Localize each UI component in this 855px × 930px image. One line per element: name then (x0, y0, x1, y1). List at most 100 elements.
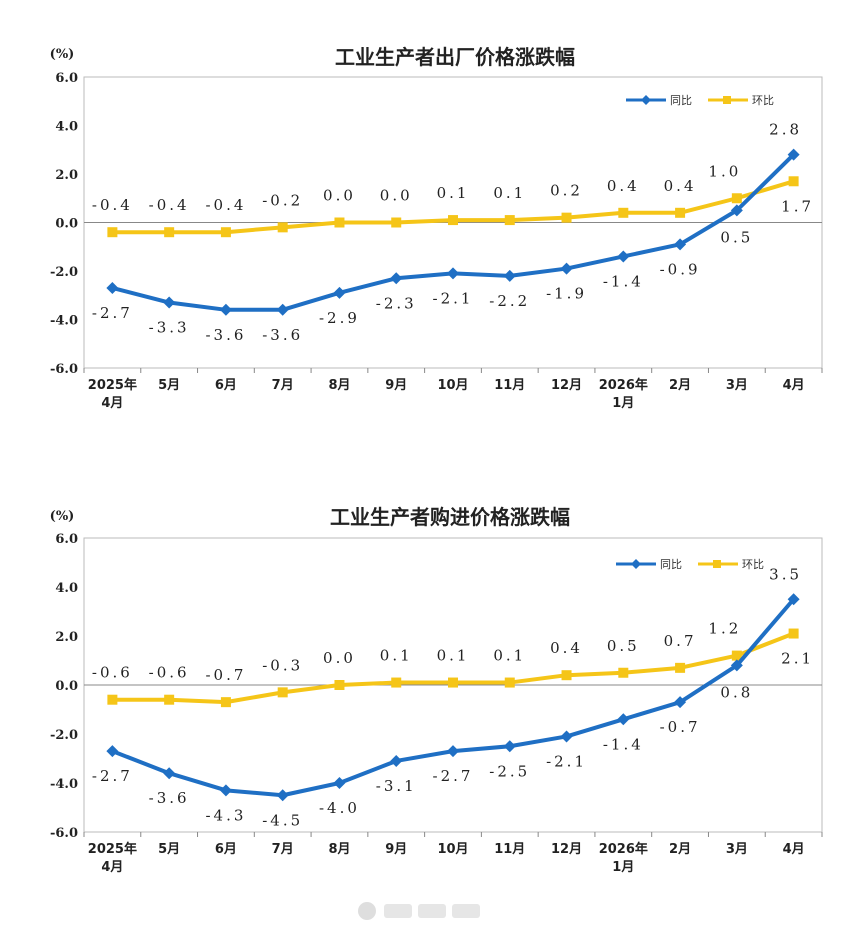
x-tick-label: 6月 (215, 842, 237, 857)
data-point-mom (334, 217, 345, 228)
data-label-mom: -0.6 (149, 664, 190, 682)
data-point-yoy (447, 267, 459, 280)
data-label-yoy: -4.3 (205, 806, 246, 824)
data-label-mom: -0.4 (205, 196, 246, 214)
data-point-yoy (447, 745, 459, 758)
x-tick-label: 10月 (437, 378, 468, 393)
data-label-mom: 0.5 (607, 637, 640, 655)
data-label-mom: 0.1 (493, 184, 526, 202)
data-point-yoy (390, 272, 403, 285)
data-point-mom (334, 680, 345, 690)
x-tick-label: 9月 (385, 378, 407, 393)
x-tick-label: 5月 (158, 378, 180, 393)
data-point-mom (164, 694, 175, 705)
data-label-mom: -0.7 (205, 666, 246, 684)
data-label-mom: 0.1 (493, 647, 526, 665)
data-point-yoy (674, 238, 687, 251)
legend-label-mom: 环比 (742, 558, 764, 571)
data-point-yoy (560, 262, 573, 275)
legend: 同比 环比 (626, 94, 774, 107)
data-label-yoy: -2.3 (376, 294, 417, 312)
data-label-yoy: -2.1 (433, 289, 474, 307)
data-point-yoy (333, 777, 346, 789)
data-point-yoy (163, 767, 176, 780)
x-tick-label: 3月 (726, 378, 748, 393)
x-tick-label: 6月 (215, 378, 237, 393)
data-label-yoy: 0.8 (720, 683, 753, 701)
data-label-mom: -0.2 (262, 191, 303, 209)
x-tick-label: 2026年 1月 (599, 841, 648, 875)
data-label-mom: 0.2 (550, 182, 583, 200)
data-point-yoy (503, 740, 516, 753)
watermark-mark (418, 904, 446, 918)
data-label-mom: 0.1 (437, 647, 470, 665)
data-label-yoy: -0.9 (660, 260, 701, 278)
data-label-mom: 0.0 (323, 187, 356, 205)
data-point-mom (164, 227, 175, 238)
x-tick-label: 2026年 1月 (599, 377, 648, 411)
x-tick-label: 10月 (437, 842, 468, 857)
chart-output-price: 工业生产者出厂价格涨跌幅 (%) 6.0 4.0 2.0 0.0 -2.0 -4.0 -6.0 2… (0, 0, 855, 460)
y-tick-label: -6.0 (50, 826, 78, 841)
data-point-mom (731, 650, 742, 661)
x-tick-label: 2月 (669, 842, 691, 857)
data-point-yoy (787, 593, 800, 606)
data-point-mom (675, 662, 686, 673)
chart-title: 工业生产者购进价格涨跌幅 (330, 505, 570, 529)
data-label-yoy: 0.5 (720, 228, 753, 246)
data-label-yoy: -2.7 (92, 767, 133, 785)
data-label-mom: -0.6 (92, 664, 133, 682)
data-point-yoy (219, 784, 232, 797)
data-label-yoy: -1.4 (603, 272, 644, 290)
y-tick-label: 0.0 (55, 217, 78, 232)
legend-marker-mom (713, 560, 721, 568)
data-label-yoy: -3.3 (149, 319, 190, 337)
legend-marker-yoy (641, 95, 651, 105)
data-label-yoy: -2.7 (433, 767, 474, 785)
watermark-logo-icon (358, 902, 376, 920)
data-label-mom: 0.4 (607, 177, 640, 195)
data-label-mom: -0.4 (149, 196, 190, 214)
chart-title: 工业生产者出厂价格涨跌幅 (335, 45, 575, 69)
data-point-mom (391, 677, 402, 688)
data-label-yoy: -3.6 (205, 326, 246, 344)
data-point-mom (675, 207, 686, 218)
legend: 同比 环比 (616, 558, 764, 571)
x-tick-label: 3月 (726, 842, 748, 857)
data-point-yoy (674, 696, 687, 709)
chart-purchase-price: 工业生产者购进价格涨跌幅 (%) 6.0 4.0 2.0 0.0 -2.0 -4.0 -6.0 2… (0, 462, 855, 902)
data-point-yoy (730, 659, 743, 672)
data-label-mom: 0.0 (380, 187, 413, 205)
watermark-mark (452, 904, 480, 918)
data-label-mom: 0.7 (664, 632, 697, 650)
data-point-mom (220, 697, 231, 708)
data-point-yoy (787, 148, 800, 161)
y-tick-label: -6.0 (50, 362, 78, 377)
x-tick-label: 12月 (551, 842, 582, 857)
series-line-yoy (110, 597, 796, 798)
x-tick-label: 8月 (328, 842, 350, 857)
y-tick-label: 6.0 (55, 71, 78, 86)
watermark (358, 900, 508, 922)
y-tick-label: 4.0 (55, 581, 78, 596)
x-tick-label: 7月 (272, 378, 294, 393)
data-label-mom: 0.1 (380, 647, 413, 665)
y-tick-label: 6.0 (55, 532, 78, 547)
data-label-mom: 1.2 (708, 620, 741, 638)
data-point-mom (391, 217, 402, 228)
data-point-yoy (503, 269, 516, 282)
legend-marker-mom (723, 96, 731, 104)
y-tick-label: 2.0 (55, 630, 78, 645)
data-point-mom (277, 222, 288, 233)
data-label-yoy: -4.5 (262, 811, 303, 829)
data-point-mom (448, 677, 458, 688)
data-point-mom (504, 215, 515, 226)
x-tick-label: 4月 (783, 842, 805, 857)
data-label-yoy: 2.8 (769, 121, 802, 139)
data-label-yoy: -2.9 (319, 309, 360, 327)
data-point-mom (731, 193, 742, 204)
x-tick-label: 2月 (669, 378, 691, 393)
data-point-yoy (276, 303, 289, 316)
chart-purchase-price-svg: 工业生产者购进价格涨跌幅 (%) 6.0 4.0 2.0 0.0 -2.0 -4.0 -6.0 2… (50, 505, 823, 875)
x-tick-label: 7月 (272, 842, 294, 857)
